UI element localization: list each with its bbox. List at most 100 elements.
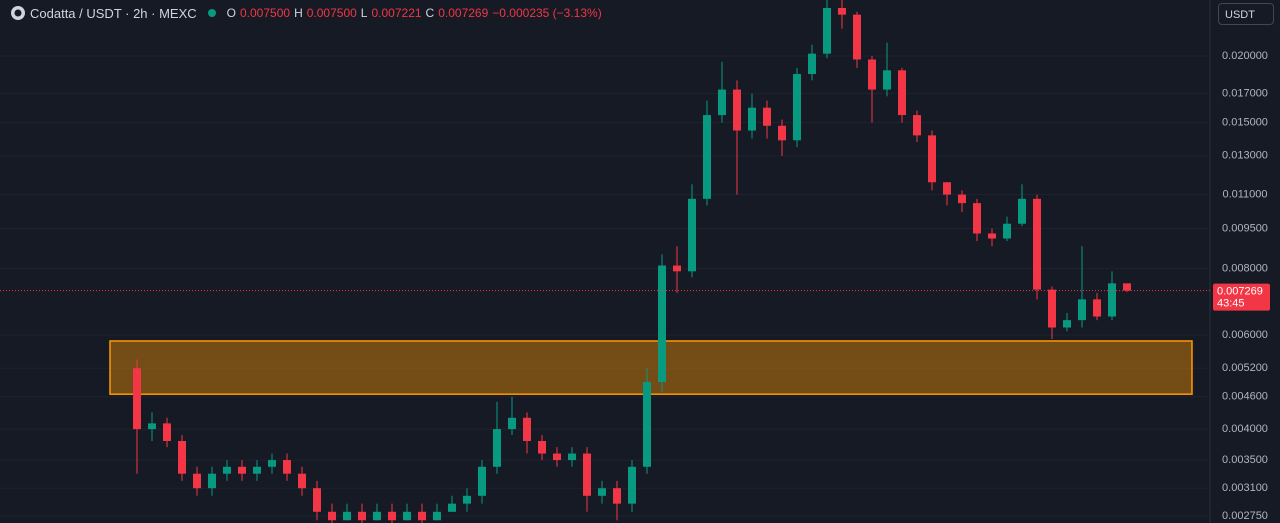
candle-body	[208, 473, 216, 489]
candle-body	[268, 460, 276, 467]
candle-body	[253, 466, 261, 474]
candle-body	[283, 460, 291, 474]
candle-body	[358, 511, 366, 521]
candle-body	[583, 453, 591, 496]
candle-body	[373, 511, 381, 521]
symbol[interactable]: Codatta / USDT · 2h · MEXC	[30, 5, 197, 21]
candle-body	[463, 495, 471, 504]
candle-body	[1108, 283, 1116, 317]
candle-body	[793, 74, 801, 141]
candle-body	[553, 453, 561, 461]
y-tick-label: 0.013000	[1222, 150, 1268, 162]
y-tick-label: 0.004600	[1222, 391, 1268, 403]
candle-body	[133, 368, 141, 430]
candle-body	[1093, 299, 1101, 317]
y-tick-label: 0.020000	[1222, 50, 1268, 62]
candle-body	[748, 107, 756, 131]
candle-body	[238, 466, 246, 474]
last-price-tag	[1213, 283, 1270, 311]
candle-body	[973, 203, 981, 234]
candle-body	[163, 423, 171, 442]
candle-body	[448, 503, 456, 512]
candle-body	[718, 89, 726, 116]
last-price-label: 0.007269	[1217, 286, 1263, 298]
candle-body	[433, 511, 441, 521]
status-dot	[207, 9, 216, 17]
high-label: H	[294, 6, 303, 20]
candle-body	[838, 7, 846, 15]
candle-body	[763, 107, 771, 126]
candle-body	[703, 115, 711, 199]
candle-body	[613, 488, 621, 504]
y-tick-label: 0.003100	[1222, 482, 1268, 494]
candle-body	[883, 70, 891, 90]
low-label: L	[360, 6, 368, 20]
candle-body	[418, 511, 426, 521]
y-tick-label: 0.006000	[1222, 329, 1268, 341]
y-tick-label: 0.003500	[1222, 454, 1268, 466]
y-tick-label: 0.004000	[1222, 423, 1268, 435]
candle-body	[928, 135, 936, 183]
high-value: 0.007500	[306, 6, 357, 20]
y-tick-label: 0.005200	[1222, 362, 1268, 374]
candle-body	[808, 53, 816, 75]
candle-body	[913, 115, 921, 136]
candle-body	[343, 511, 351, 521]
y-tick-label: 0.009500	[1222, 222, 1268, 234]
candle-body	[943, 182, 951, 195]
candle-body	[403, 511, 411, 521]
candle-body	[1018, 198, 1026, 224]
candle-body	[643, 382, 651, 467]
candle-body	[733, 89, 741, 131]
countdown-label: 43:45	[1217, 298, 1245, 310]
candle-body	[1123, 283, 1131, 291]
candle-body	[958, 194, 966, 204]
candle-body	[508, 417, 516, 430]
candle-body	[178, 441, 186, 474]
close-label: C	[425, 6, 435, 20]
candle-body	[193, 473, 201, 489]
candle-body	[148, 423, 156, 430]
candle-body	[658, 265, 666, 383]
candle-body	[868, 59, 876, 90]
candle-body	[313, 488, 321, 512]
change-value: −0.000235 (−3.13%)	[492, 6, 602, 20]
candle-body	[298, 473, 306, 489]
candle-body	[778, 125, 786, 141]
y-tick-label: 0.008000	[1222, 262, 1268, 274]
close-value: 0.007269	[438, 6, 489, 20]
y-tick-label: 0.015000	[1222, 117, 1268, 129]
candle-body	[598, 488, 606, 496]
candle-body	[823, 7, 831, 54]
candle-body	[388, 511, 396, 521]
open-value: 0.007500	[240, 6, 291, 20]
candle-body	[1003, 223, 1011, 239]
candle-body	[523, 417, 531, 442]
candle-body	[688, 198, 696, 272]
candle-body	[853, 14, 861, 60]
y-tick-label: 0.011000	[1222, 188, 1267, 200]
currency-button[interactable]: USDT	[1218, 3, 1274, 25]
candle-body	[538, 441, 546, 454]
candle-body	[328, 511, 336, 521]
candle-body	[493, 429, 501, 467]
open-label: O	[226, 6, 236, 20]
candle-body	[568, 453, 576, 461]
y-tick-label: 0.017000	[1222, 88, 1268, 100]
candle-body	[1033, 198, 1041, 290]
candle-body	[1048, 289, 1056, 328]
candle-body	[988, 233, 996, 239]
candle-body	[673, 265, 681, 272]
candle-body	[1078, 299, 1086, 321]
symbol-icon	[11, 6, 25, 20]
candle-body	[628, 466, 636, 504]
candle-body	[898, 70, 906, 116]
candle-body	[223, 466, 231, 474]
low-value: 0.007221	[371, 6, 422, 20]
y-tick-label: 0.002750	[1222, 510, 1268, 522]
candle-body	[478, 466, 486, 496]
candle-body	[1063, 320, 1071, 328]
legend-header: Codatta / USDT · 2h · MEXC O 0.007500 H 0.…	[10, 5, 602, 21]
